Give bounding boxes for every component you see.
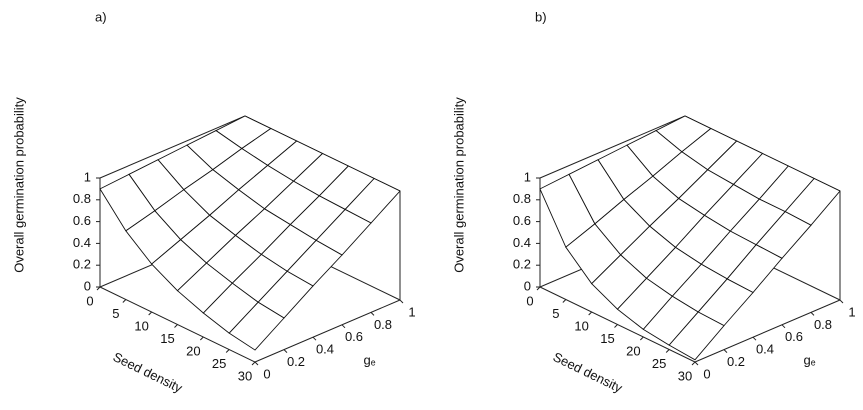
z-tick-label: 1 [524,169,531,184]
y-tick [723,349,728,353]
x-tick [96,286,101,291]
z-tick-label: 1 [84,169,91,184]
z-axis-label: Overall germination probability [11,97,26,273]
panel-label: b) [535,9,547,24]
x-tick-label: 0 [86,293,93,308]
x-tick-label: 30 [238,368,252,383]
x-tick-label: 20 [626,343,640,358]
x-tick-label: 0 [526,293,533,308]
y-tick [694,361,699,366]
z-tick-label: 0 [84,278,91,293]
y-axis [694,299,841,363]
y-tick [781,324,786,329]
z-tick-label: 0.2 [73,257,91,272]
y-tick [254,361,259,366]
y-tick-label: 0.6 [345,329,363,344]
y-axis [254,299,401,363]
x-tick-label: 5 [552,306,559,321]
z-tick-label: 0.8 [73,191,91,206]
y-tick-label: 0.6 [785,329,803,344]
x-tick [614,324,618,328]
x-tick [639,336,644,341]
x-axis-label: Seed density [551,349,626,396]
y-tick [810,312,815,316]
y-tick-label: 0.2 [727,354,745,369]
y-tick [370,312,375,316]
y-axis-label: gₑ [363,352,375,367]
x-tick-label: 20 [186,343,200,358]
x-tick [588,311,593,316]
x-tick [122,299,127,303]
y-tick [399,299,404,304]
x-axis-label: Seed density [111,349,186,396]
x-tick [225,349,230,353]
z-tick-label: 0 [524,278,531,293]
x-tick [148,311,153,316]
surface-cell [228,301,285,351]
x-tick [251,361,256,366]
y-tick [283,349,288,353]
x-tick-label: 15 [160,331,174,346]
z-tick-label: 0.6 [73,213,91,228]
box-edge [99,115,246,179]
x-tick-label: 25 [652,356,666,371]
y-tick-label: 0 [263,366,270,381]
z-tick-label: 0.4 [73,235,91,250]
y-tick-label: 0.4 [316,342,334,357]
y-tick-label: 0.4 [756,342,774,357]
y-tick [341,324,346,329]
y-tick [312,336,317,341]
x-tick [536,286,541,291]
y-tick-label: 0 [703,366,710,381]
x-tick [562,299,567,303]
z-tick-label: 0.4 [513,235,531,250]
x-tick-label: 10 [134,318,148,333]
x-tick-label: 25 [212,356,226,371]
y-axis-label: gₑ [803,352,815,367]
y-tick [839,299,844,304]
x-tick [665,349,670,353]
y-tick [752,336,757,341]
y-tick-label: 0.8 [814,317,832,332]
x-tick-label: 10 [574,318,588,333]
z-tick-label: 0.8 [513,191,531,206]
box-edge [539,115,686,179]
y-tick-label: 1 [408,304,415,319]
x-tick-label: 5 [112,306,119,321]
x-tick [174,324,178,328]
x-tick [199,336,204,341]
y-tick-label: 1 [848,304,855,319]
y-tick-label: 0.8 [374,317,392,332]
z-tick-label: 0.2 [513,257,531,272]
z-tick-label: 0.6 [513,213,531,228]
panel-label: a) [95,9,107,24]
y-tick-label: 0.2 [287,354,305,369]
x-tick-label: 15 [600,331,614,346]
x-tick-label: 30 [678,368,692,383]
x-tick [691,361,696,366]
z-axis-label: Overall germination probability [451,97,466,273]
surface-cell [668,311,725,361]
